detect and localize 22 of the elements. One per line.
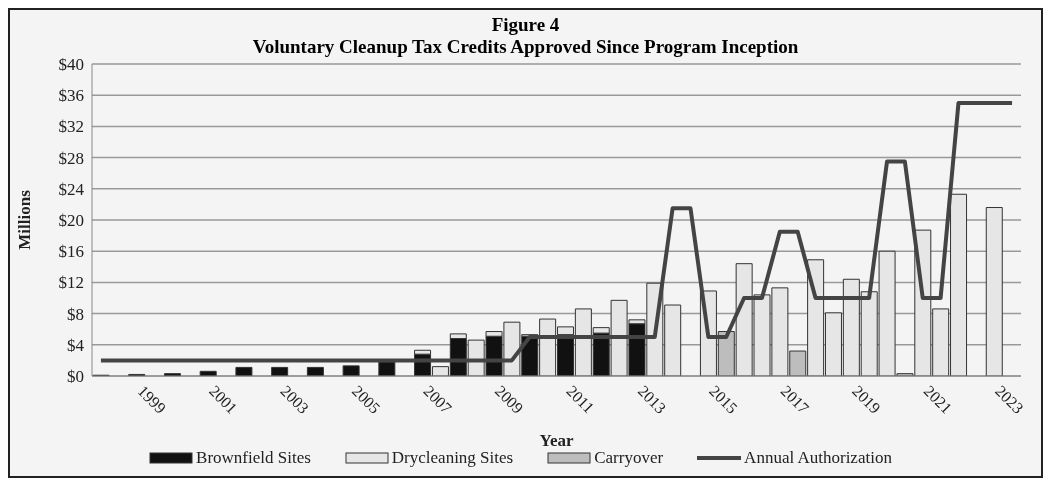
legend-label: Brownfield Sites bbox=[196, 448, 311, 468]
chart-title: Figure 4 bbox=[490, 13, 561, 36]
y-tick-label: $4 bbox=[67, 335, 85, 355]
legend-label: Drycleaning Sites bbox=[391, 448, 514, 468]
x-tick-label: 2017 bbox=[777, 382, 813, 417]
y-tick-label: $32 bbox=[58, 117, 84, 137]
y-axis-title: Millions bbox=[15, 189, 35, 250]
legend-label: Carryover bbox=[594, 448, 664, 468]
x-tick-label: 1999 bbox=[134, 382, 170, 417]
y-tick-label: $20 bbox=[58, 211, 84, 231]
y-tick-label: $8 bbox=[67, 304, 84, 324]
y-tick-label: $0 bbox=[67, 367, 84, 387]
y-tick-label: $40 bbox=[58, 55, 84, 75]
y-tick-label: $28 bbox=[58, 148, 84, 168]
y-tick-label: $24 bbox=[58, 179, 85, 199]
chart-subtitle: Voluntary Cleanup Tax Credits Approved Since Program Inception bbox=[252, 36, 799, 57]
y-tick-label: $12 bbox=[58, 273, 84, 293]
legend-label: Annual Authorization bbox=[744, 448, 892, 468]
y-tick-label: $16 bbox=[58, 242, 84, 262]
x-axis-title: Year bbox=[539, 431, 574, 450]
x-tick-label: 2007 bbox=[420, 382, 456, 417]
y-tick-label: $36 bbox=[58, 86, 84, 106]
